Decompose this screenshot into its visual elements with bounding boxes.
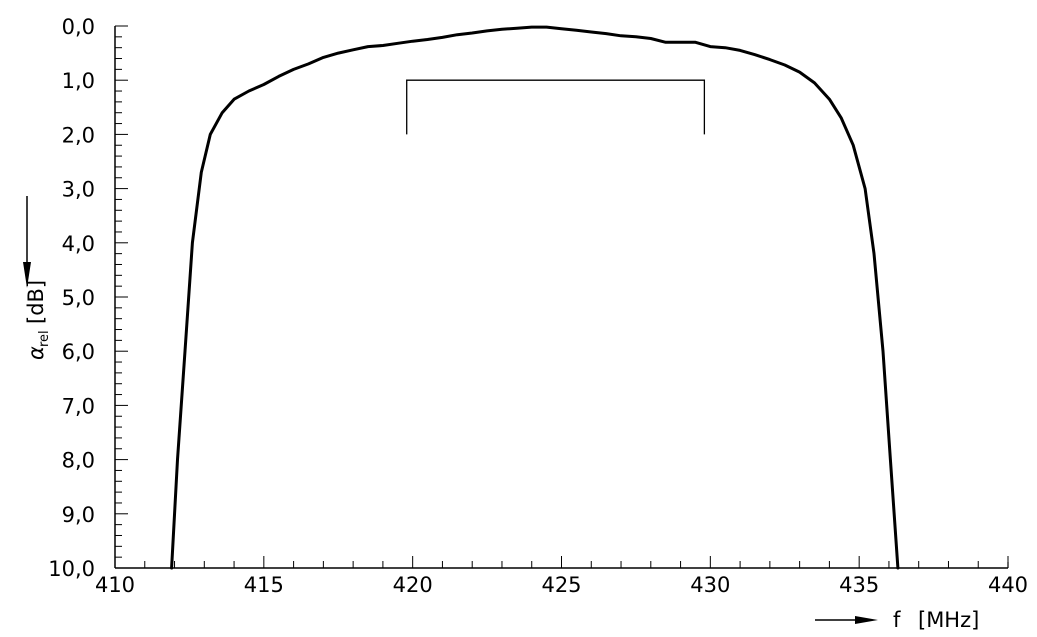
y-tick-label: 6,0 bbox=[62, 340, 95, 364]
y-tick-label: 8,0 bbox=[62, 449, 95, 473]
x-tick-label: 430 bbox=[690, 573, 730, 597]
y-axis-title: α rel [dB] bbox=[24, 280, 52, 360]
x-tick-label: 425 bbox=[541, 573, 581, 597]
y-axis-unit: [dB] bbox=[24, 280, 48, 324]
x-axis-symbol: f bbox=[893, 608, 901, 632]
y-tick-label: 9,0 bbox=[62, 503, 95, 527]
x-tick-label: 420 bbox=[393, 573, 433, 597]
y-tick-label: 1,0 bbox=[62, 69, 95, 93]
y-tick-label: 2,0 bbox=[62, 123, 95, 147]
series bbox=[170, 25, 900, 570]
x-axis-unit: [MHz] bbox=[918, 608, 979, 632]
y-axis-symbol: α bbox=[24, 346, 48, 360]
x-tick-label: 415 bbox=[244, 573, 284, 597]
y-tick-label: 10,0 bbox=[48, 557, 95, 581]
y-axis-arrow bbox=[23, 196, 31, 288]
passband-bracket bbox=[406, 79, 706, 135]
y-tick-label: 7,0 bbox=[62, 394, 95, 418]
x-tick-label: 435 bbox=[839, 573, 879, 597]
x-axis-arrow bbox=[815, 616, 878, 624]
axes bbox=[114, 26, 1009, 569]
x-tick-label: 440 bbox=[988, 573, 1028, 597]
y-tick-label: 5,0 bbox=[62, 286, 95, 310]
y-axis-subscript: rel bbox=[37, 330, 52, 347]
x-tick-label: 410 bbox=[95, 573, 135, 597]
y-tick-label: 3,0 bbox=[62, 178, 95, 202]
bracket-line bbox=[406, 79, 706, 135]
series-line-0 bbox=[170, 25, 900, 570]
y-tick-label: 4,0 bbox=[62, 232, 95, 256]
y-tick-label: 0,0 bbox=[62, 15, 95, 39]
ticks bbox=[114, 25, 1009, 569]
